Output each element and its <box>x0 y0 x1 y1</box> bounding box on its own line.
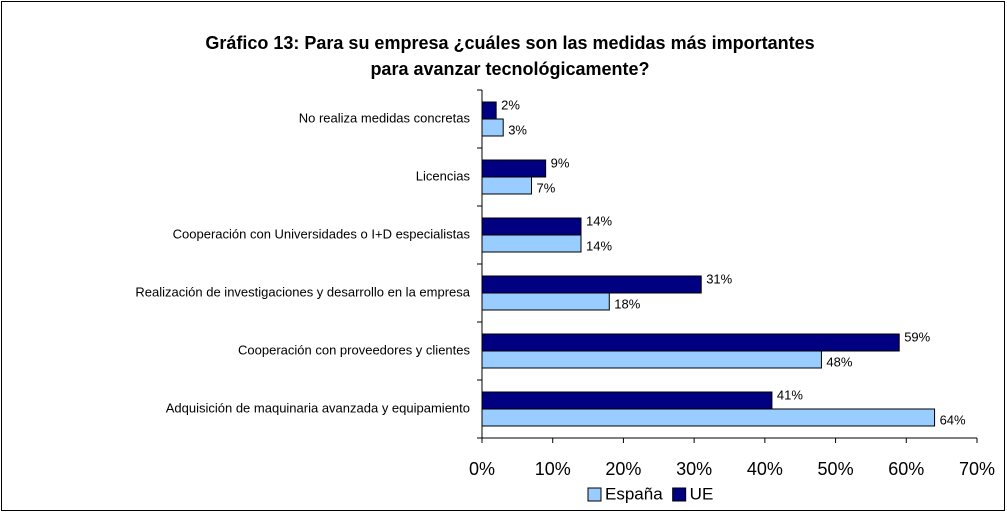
bar <box>481 217 582 236</box>
value-label: 18% <box>614 296 640 311</box>
category-label: Licencias <box>416 168 471 183</box>
legend-swatch <box>587 487 602 502</box>
value-label: 7% <box>537 180 556 195</box>
value-label: 9% <box>551 155 570 170</box>
x-tick-label: 50% <box>818 459 854 479</box>
category-label: Cooperación con proveedores y clientes <box>238 342 470 357</box>
chart-title: Gráfico 13: Para su empresa ¿cuáles son … <box>205 33 814 53</box>
bar <box>481 118 504 137</box>
x-tick-label: 40% <box>747 459 783 479</box>
value-label: 14% <box>586 238 612 253</box>
legend-label: España <box>605 484 663 503</box>
value-label: 3% <box>508 122 527 137</box>
value-label: 64% <box>940 412 966 427</box>
x-tick-label: 20% <box>605 459 641 479</box>
bar <box>481 333 900 352</box>
bar <box>481 391 773 410</box>
bar <box>481 292 610 311</box>
value-label: 31% <box>706 271 732 286</box>
value-label: 2% <box>501 97 520 112</box>
x-tick-label: 30% <box>676 459 712 479</box>
value-label: 14% <box>586 213 612 228</box>
value-label: 59% <box>904 329 930 344</box>
category-label: Cooperación con Universidades o I+D espe… <box>173 226 471 241</box>
chart-title: para avanzar tecnológicamente? <box>370 59 649 79</box>
bar <box>481 275 702 294</box>
bar <box>481 159 547 178</box>
bar <box>481 176 532 195</box>
category-label: Realización de investigaciones y desarro… <box>135 284 470 299</box>
bar <box>481 408 936 427</box>
legend-label: UE <box>690 484 714 503</box>
bar <box>481 234 582 253</box>
legend-swatch <box>672 487 687 502</box>
category-label: Adquisición de maquinaria avanzada y equ… <box>166 400 470 415</box>
x-tick-label: 10% <box>535 459 571 479</box>
bar <box>481 350 822 369</box>
x-tick-label: 70% <box>959 459 995 479</box>
bar <box>481 101 497 120</box>
x-tick-label: 60% <box>888 459 924 479</box>
value-label: 41% <box>777 387 803 402</box>
x-tick-label: 0% <box>469 459 495 479</box>
category-label: No realiza medidas concretas <box>299 110 471 125</box>
value-label: 48% <box>826 354 852 369</box>
